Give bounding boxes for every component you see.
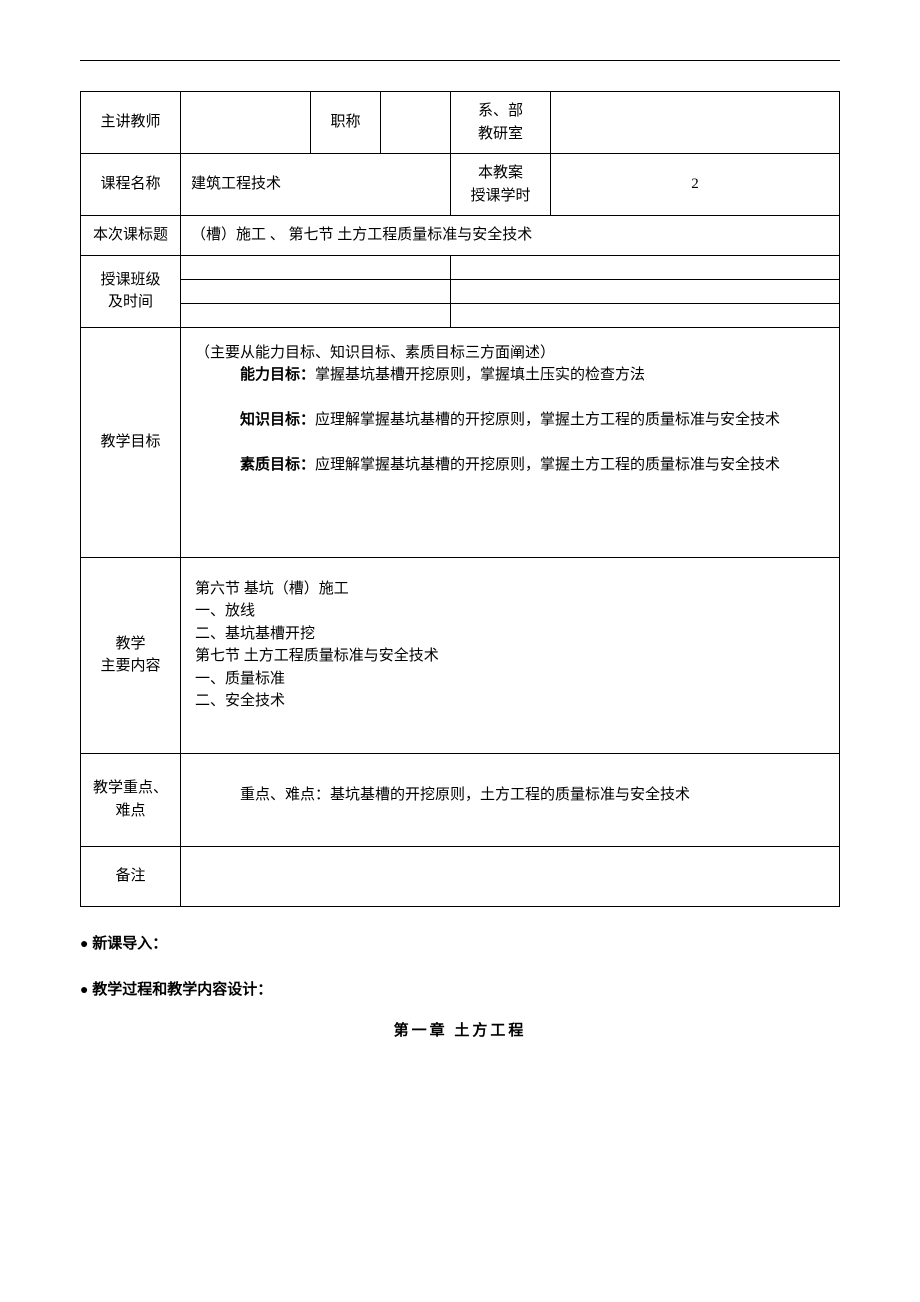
ability-label: 能力目标： <box>240 367 315 383</box>
plan-label: 本教案 授课学时 <box>451 154 551 216</box>
chapter-title: 第一章 土方工程 <box>80 1019 840 1040</box>
mc-line4: 第七节 土方工程质量标准与安全技术 <box>195 645 825 668</box>
quality-text: 应理解掌握基坑基槽的开挖原则，掌握土方工程的质量标准与安全技术 <box>315 457 780 473</box>
table-row-course: 课程名称 建筑工程技术 本教案 授课学时 2 <box>81 154 840 216</box>
bullet-icon: ● <box>80 937 88 952</box>
class-label: 授课班级 及时间 <box>81 255 181 327</box>
ability-line: 能力目标：掌握基坑基槽开挖原则，掌握填土压实的检查方法 <box>195 364 825 387</box>
course-value: 建筑工程技术 <box>181 154 451 216</box>
main-content-label: 教学 主要内容 <box>81 557 181 753</box>
class-cell-1b <box>451 255 840 279</box>
table-row-difficulty: 教学重点、 难点 重点、难点：基坑基槽的开挖原则，土方工程的质量标准与安全技术 <box>81 753 840 847</box>
difficulty-label-l1: 教学重点、 <box>93 780 168 796</box>
instructor-value <box>181 92 311 154</box>
table-row-class-2 <box>81 279 840 303</box>
top-border-line <box>80 60 840 61</box>
class-cell-2b <box>451 279 840 303</box>
class-label-l1: 授课班级 <box>100 272 160 288</box>
table-row-notes: 备注 <box>81 847 840 907</box>
dept-label: 系、部 教研室 <box>451 92 551 154</box>
content-label-l2: 主要内容 <box>100 658 160 674</box>
plan-label-l1: 本教案 <box>478 165 523 181</box>
difficulty-label: 教学重点、 难点 <box>81 753 181 847</box>
course-label: 课程名称 <box>81 154 181 216</box>
class-label-l2: 及时间 <box>108 294 153 310</box>
mc-line3: 二、基坑基槽开挖 <box>195 623 825 646</box>
instructor-label: 主讲教师 <box>81 92 181 154</box>
dept-label-l1: 系、部 <box>478 103 523 119</box>
content-label-l1: 教学 <box>115 636 145 652</box>
class-cell-1a <box>181 255 451 279</box>
objectives-content: （主要从能力目标、知识目标、素质目标三方面阐述） 能力目标：掌握基坑基槽开挖原则… <box>181 327 840 557</box>
main-content: 第六节 基坑（槽）施工 一、放线 二、基坑基槽开挖 第七节 土方工程质量标准与安… <box>181 557 840 753</box>
difficulty-content: 重点、难点：基坑基槽的开挖原则，土方工程的质量标准与安全技术 <box>181 753 840 847</box>
lesson-plan-table: 主讲教师 职称 系、部 教研室 课程名称 建筑工程技术 本教案 授课学时 2 本… <box>80 91 840 907</box>
hours-value: 2 <box>551 154 840 216</box>
difficulty-prefix: 重点、难点： <box>240 787 330 803</box>
table-row-main-content: 教学 主要内容 第六节 基坑（槽）施工 一、放线 二、基坑基槽开挖 第七节 土方… <box>81 557 840 753</box>
table-row-objectives: 教学目标 （主要从能力目标、知识目标、素质目标三方面阐述） 能力目标：掌握基坑基… <box>81 327 840 557</box>
table-row-class-1: 授课班级 及时间 <box>81 255 840 279</box>
topic-value: （槽）施工 、 第七节 土方工程质量标准与安全技术 <box>181 216 840 256</box>
dept-label-l2: 教研室 <box>478 126 523 142</box>
page-wrapper: 主讲教师 职称 系、部 教研室 课程名称 建筑工程技术 本教案 授课学时 2 本… <box>80 60 840 1040</box>
knowledge-text: 应理解掌握基坑基槽的开挖原则，掌握土方工程的质量标准与安全技术 <box>315 412 780 428</box>
plan-label-l2: 授课学时 <box>470 188 530 204</box>
difficulty-label-l2: 难点 <box>115 803 145 819</box>
intro-heading-line: ● 新课导入： <box>80 932 840 953</box>
knowledge-label: 知识目标： <box>240 412 315 428</box>
mc-line6: 二、安全技术 <box>195 690 825 713</box>
difficulty-text: 基坑基槽的开挖原则，土方工程的质量标准与安全技术 <box>330 787 690 803</box>
knowledge-line: 知识目标：应理解掌握基坑基槽的开挖原则，掌握土方工程的质量标准与安全技术 <box>195 409 825 432</box>
dept-value <box>551 92 840 154</box>
bullet-icon-filled: ● <box>80 983 88 998</box>
notes-content <box>181 847 840 907</box>
class-cell-2a <box>181 279 451 303</box>
class-cell-3b <box>451 303 840 327</box>
notes-label: 备注 <box>81 847 181 907</box>
class-cell-3a <box>181 303 451 327</box>
quality-label: 素质目标： <box>240 457 315 473</box>
intro-heading: 新课导入： <box>92 936 167 952</box>
table-row-topic: 本次课标题 （槽）施工 、 第七节 土方工程质量标准与安全技术 <box>81 216 840 256</box>
mc-line2: 一、放线 <box>195 600 825 623</box>
process-heading-line: ● 教学过程和教学内容设计： <box>80 978 840 999</box>
objectives-intro: （主要从能力目标、知识目标、素质目标三方面阐述） <box>195 342 825 365</box>
topic-label: 本次课标题 <box>81 216 181 256</box>
quality-line: 素质目标：应理解掌握基坑基槽的开挖原则，掌握土方工程的质量标准与安全技术 <box>195 454 825 477</box>
ability-text: 掌握基坑基槽开挖原则，掌握填土压实的检查方法 <box>315 367 645 383</box>
process-heading: 教学过程和教学内容设计： <box>92 982 272 998</box>
mc-line5: 一、质量标准 <box>195 668 825 691</box>
objectives-label: 教学目标 <box>81 327 181 557</box>
title-value <box>381 92 451 154</box>
table-row-class-3 <box>81 303 840 327</box>
table-row-instructor: 主讲教师 职称 系、部 教研室 <box>81 92 840 154</box>
mc-line1: 第六节 基坑（槽）施工 <box>195 578 825 601</box>
title-label: 职称 <box>311 92 381 154</box>
